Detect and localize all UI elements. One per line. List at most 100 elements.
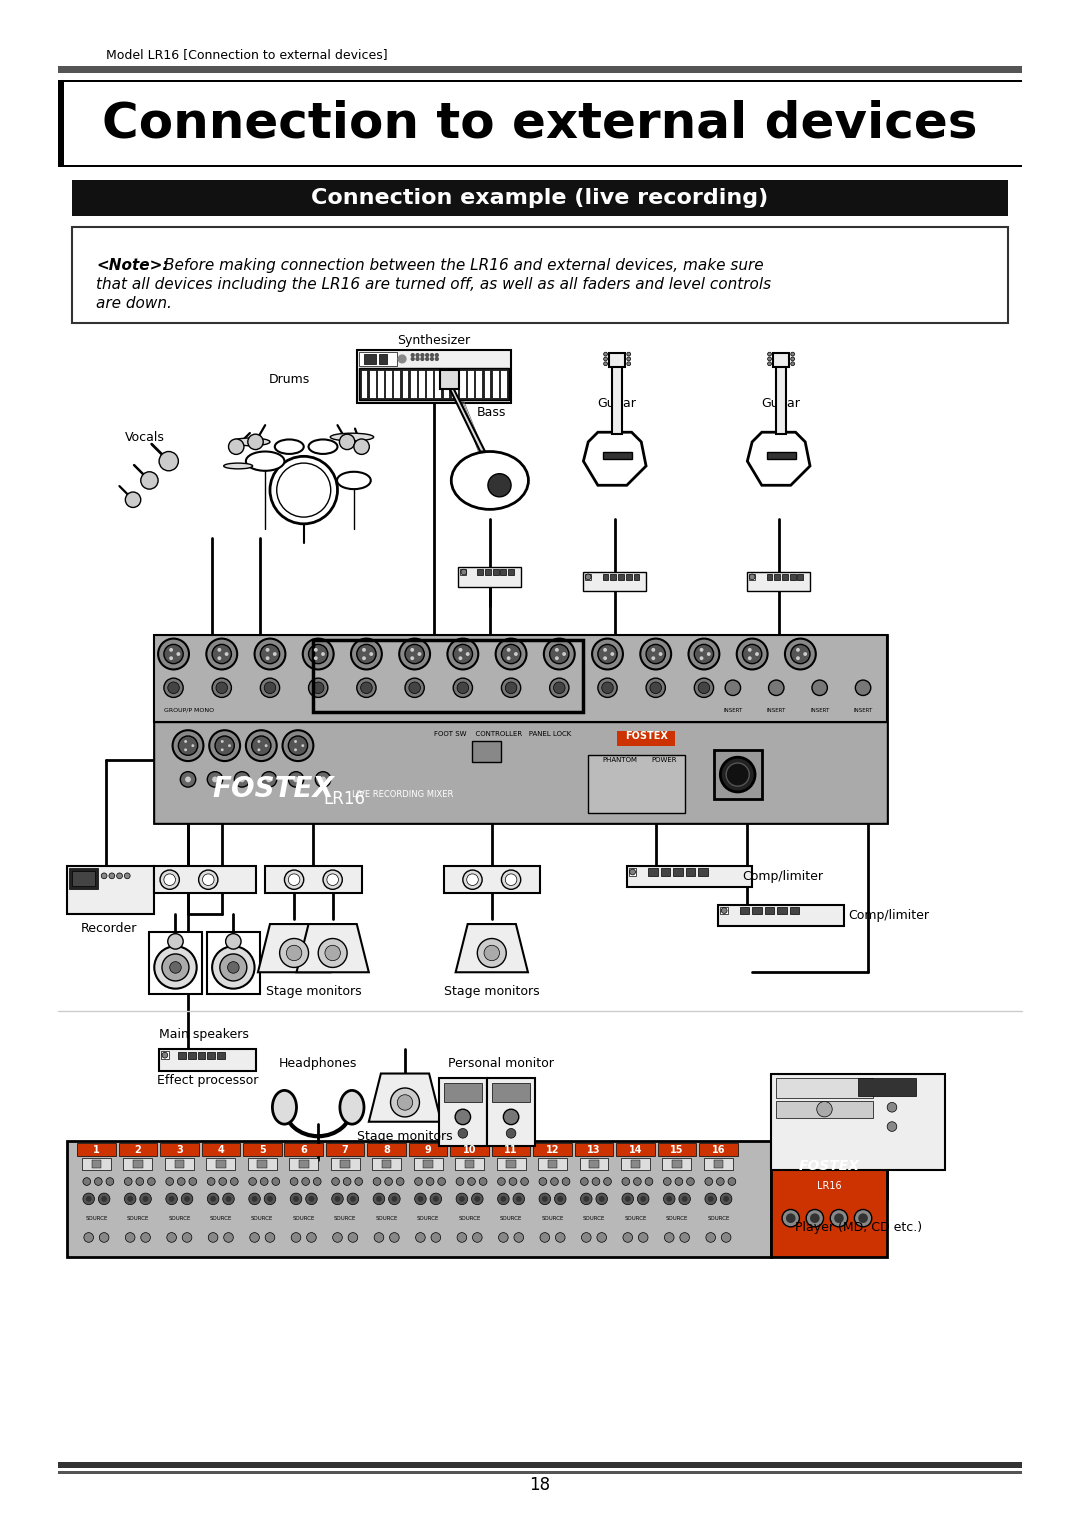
Circle shape — [389, 1193, 401, 1204]
Circle shape — [247, 435, 264, 450]
Circle shape — [663, 1193, 675, 1204]
Circle shape — [170, 656, 173, 661]
Circle shape — [391, 1088, 419, 1117]
Circle shape — [185, 740, 187, 743]
Circle shape — [687, 1178, 694, 1186]
Circle shape — [225, 652, 229, 656]
Circle shape — [265, 1193, 275, 1204]
Circle shape — [369, 652, 374, 656]
Circle shape — [362, 649, 366, 652]
Bar — [369, 369, 376, 398]
Circle shape — [431, 1233, 441, 1242]
Circle shape — [769, 681, 784, 696]
Circle shape — [339, 435, 355, 450]
Circle shape — [887, 1102, 896, 1112]
Bar — [206, 1158, 235, 1170]
Text: 5: 5 — [259, 1144, 266, 1155]
Circle shape — [220, 740, 224, 743]
Circle shape — [743, 644, 761, 664]
Text: Headphones: Headphones — [279, 1058, 357, 1070]
Circle shape — [457, 1233, 467, 1242]
Circle shape — [689, 638, 719, 670]
Circle shape — [294, 740, 297, 743]
Bar — [444, 867, 540, 893]
Bar — [243, 1143, 282, 1157]
Bar — [618, 574, 624, 580]
Circle shape — [248, 1193, 260, 1204]
Ellipse shape — [224, 462, 253, 468]
Circle shape — [265, 745, 268, 748]
Circle shape — [720, 1193, 732, 1204]
Circle shape — [99, 1233, 109, 1242]
Circle shape — [539, 1178, 546, 1186]
Circle shape — [498, 1193, 509, 1204]
Circle shape — [603, 649, 607, 652]
Circle shape — [651, 649, 656, 652]
Circle shape — [675, 1178, 683, 1186]
Bar — [672, 1160, 681, 1167]
Circle shape — [555, 1233, 565, 1242]
Circle shape — [411, 357, 414, 360]
Circle shape — [550, 644, 569, 664]
Circle shape — [176, 652, 180, 656]
Circle shape — [716, 1178, 725, 1186]
Circle shape — [306, 1193, 318, 1204]
Bar — [207, 1053, 215, 1059]
Circle shape — [728, 1178, 735, 1186]
Text: Bass: Bass — [477, 406, 507, 420]
Bar — [458, 568, 521, 586]
Circle shape — [598, 1196, 605, 1202]
Bar — [198, 1053, 205, 1059]
Circle shape — [791, 362, 795, 366]
Bar — [418, 369, 424, 398]
Circle shape — [102, 873, 107, 879]
Bar — [423, 1160, 433, 1167]
Text: 2: 2 — [135, 1144, 141, 1155]
Circle shape — [604, 353, 608, 356]
Bar — [154, 635, 887, 722]
Circle shape — [159, 452, 178, 472]
Bar — [58, 1471, 1022, 1474]
Circle shape — [191, 745, 194, 748]
Circle shape — [659, 652, 662, 656]
Text: INSERT: INSERT — [767, 708, 786, 713]
Circle shape — [102, 1196, 107, 1202]
Circle shape — [501, 644, 521, 664]
Circle shape — [796, 656, 800, 661]
Ellipse shape — [274, 439, 303, 453]
Circle shape — [384, 1178, 392, 1186]
Text: Drums: Drums — [269, 372, 310, 386]
Text: INSERT: INSERT — [810, 708, 829, 713]
Circle shape — [555, 656, 558, 661]
Circle shape — [222, 1193, 234, 1204]
Circle shape — [721, 908, 727, 914]
Circle shape — [219, 1178, 227, 1186]
Bar — [367, 1143, 406, 1157]
Circle shape — [185, 777, 191, 783]
Circle shape — [140, 1233, 150, 1242]
Circle shape — [623, 1233, 633, 1242]
Circle shape — [356, 678, 376, 697]
Circle shape — [540, 1233, 550, 1242]
Bar — [661, 868, 671, 876]
Circle shape — [272, 1178, 280, 1186]
Bar — [752, 906, 761, 914]
Bar — [443, 369, 449, 398]
Polygon shape — [747, 432, 810, 485]
Circle shape — [202, 874, 214, 885]
Circle shape — [583, 1196, 590, 1202]
Bar — [216, 1160, 226, 1167]
Circle shape — [166, 1178, 174, 1186]
Circle shape — [810, 1213, 820, 1222]
Text: Comp/limiter: Comp/limiter — [849, 909, 930, 922]
Bar — [450, 369, 458, 398]
Circle shape — [309, 678, 328, 697]
Bar — [409, 1143, 447, 1157]
Circle shape — [496, 638, 526, 670]
Text: SOURCE: SOURCE — [665, 1216, 688, 1221]
Bar — [58, 165, 1022, 166]
Text: SOURCE: SOURCE — [293, 1216, 315, 1221]
Circle shape — [109, 873, 114, 879]
Circle shape — [431, 354, 433, 357]
Circle shape — [467, 874, 478, 885]
